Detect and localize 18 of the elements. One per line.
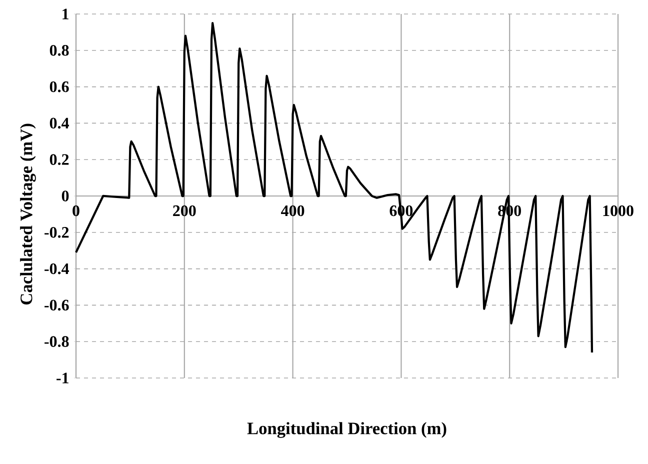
y-tick-label: -1 bbox=[56, 372, 68, 384]
y-tick-label: 0.2 bbox=[50, 154, 69, 166]
x-tick-label: 1000 bbox=[603, 205, 634, 216]
y-tick-label: 0.6 bbox=[50, 81, 69, 92]
x-tick-label: 200 bbox=[173, 205, 196, 216]
y-tick-label: -0.6 bbox=[44, 300, 69, 311]
x-tick-label: 400 bbox=[281, 205, 304, 216]
y-axis-title: Caclulated Voltage (mV) bbox=[20, 124, 36, 305]
y-tick-label: 0.4 bbox=[50, 118, 69, 129]
y-tick-label: 0 bbox=[62, 190, 69, 202]
y-tick-label: -0.2 bbox=[44, 226, 69, 238]
y-tick-label: -0.8 bbox=[44, 336, 69, 348]
y-tick-label: 1 bbox=[62, 8, 68, 20]
line-series bbox=[74, 22, 594, 354]
y-tick-label: 0.8 bbox=[50, 44, 69, 56]
x-tick-label: 0 bbox=[72, 205, 80, 216]
y-tick-label: -0.4 bbox=[44, 263, 69, 274]
x-axis-title: Longitudinal Direction (m) bbox=[247, 422, 446, 438]
